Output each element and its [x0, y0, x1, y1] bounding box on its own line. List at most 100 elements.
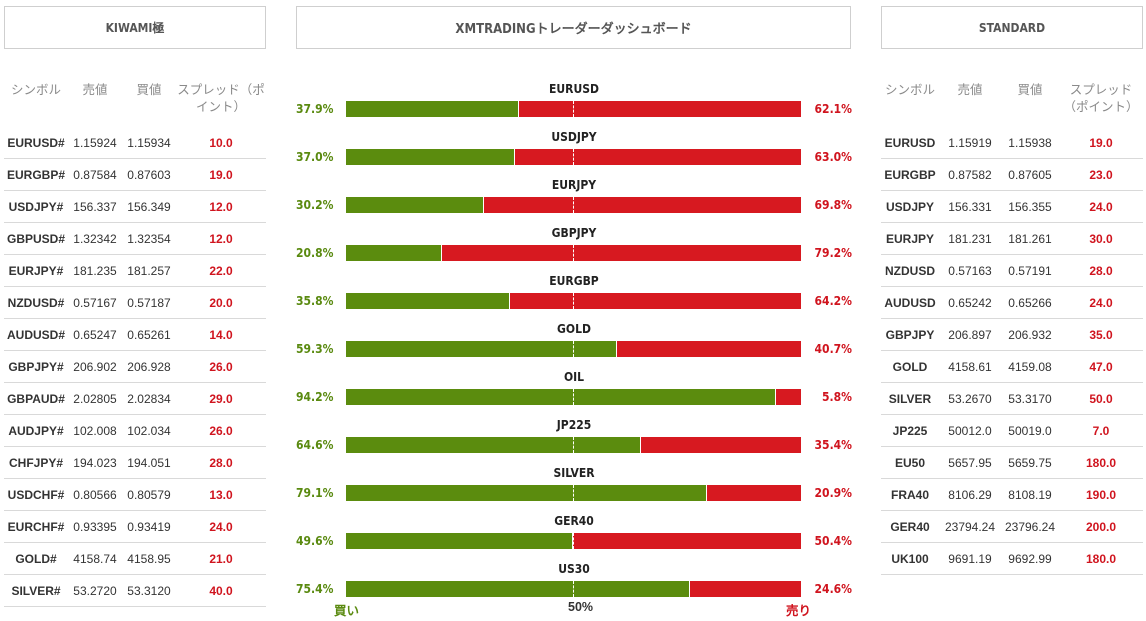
ask-cell: 23796.24 [1001, 510, 1059, 543]
standard-header: STANDARD [881, 6, 1143, 49]
sell-percent: 35.4% [814, 438, 852, 452]
spread-cell: 14.0 [176, 318, 266, 351]
table-row: CHFJPY# 194.023 194.051 28.0 [4, 446, 266, 479]
sentiment-symbol: GOLD [557, 322, 591, 336]
sentiment-symbol: US30 [558, 562, 590, 576]
spread-cell: 180.0 [1059, 542, 1143, 575]
standard-spread-table: シンボル 売値 買値 スプレッド（ポイント） EURUSD 1.15919 1.15… [881, 82, 1143, 575]
symbol-cell: SILVER# [4, 574, 68, 607]
buy-percent: 49.6% [296, 534, 334, 548]
buy-bar-fill [346, 149, 515, 165]
midpoint-line [573, 101, 574, 117]
spread-cell: 12.0 [176, 222, 266, 255]
table-row: EURGBP# 0.87584 0.87603 19.0 [4, 158, 266, 191]
symbol-cell: EURGBP [881, 158, 939, 191]
buy-percent: 35.8% [296, 294, 334, 308]
legend-midpoint-label: 50% [568, 600, 594, 614]
table-row: EURUSD 1.15919 1.15938 19.0 [881, 127, 1143, 159]
ask-cell: 194.051 [122, 446, 176, 479]
sentiment-bar [346, 293, 801, 309]
sentiment-row: EURGBP 35.8% 64.2% [296, 272, 852, 320]
column-header-symbol: シンボル [10, 83, 61, 97]
buy-bar-fill [346, 293, 510, 309]
sentiment-bar [346, 197, 801, 213]
ask-cell: 4159.08 [1001, 350, 1059, 383]
symbol-cell: GBPJPY# [4, 350, 68, 383]
symbol-cell: UK100 [881, 542, 939, 575]
spread-cell: 24.0 [1059, 286, 1143, 319]
midpoint-line [573, 533, 574, 549]
symbol-cell: GOLD [881, 350, 939, 383]
spread-cell: 40.0 [176, 574, 266, 607]
sentiment-symbol: EURUSD [549, 82, 599, 96]
ask-cell: 206.932 [1001, 318, 1059, 351]
ask-cell: 0.87603 [122, 158, 176, 191]
symbol-cell: CHFJPY# [4, 446, 68, 479]
ask-cell: 156.349 [122, 190, 176, 223]
table-row: EURJPY# 181.235 181.257 22.0 [4, 254, 266, 287]
bid-cell: 156.331 [939, 190, 1001, 223]
spread-cell: 28.0 [176, 446, 266, 479]
bid-cell: 53.2670 [939, 382, 1001, 415]
bid-cell: 0.57167 [68, 286, 122, 319]
spread-cell: 29.0 [176, 382, 266, 415]
sentiment-row: OIL 94.2% 5.8% [296, 368, 852, 416]
column-header-symbol: シンボル [884, 83, 935, 97]
ask-cell: 50019.0 [1001, 414, 1059, 447]
table-row: FRA40 8106.29 8108.19 190.0 [881, 478, 1143, 511]
sentiment-row: GOLD 59.3% 40.7% [296, 320, 852, 368]
dashboard-header: XMTRADINGトレーダーダッシュボード [296, 6, 851, 49]
table-row: GOLD# 4158.74 4158.95 21.0 [4, 542, 266, 575]
ask-cell: 2.02834 [122, 382, 176, 415]
symbol-cell: JP225 [881, 414, 939, 447]
sentiment-symbol: GER40 [554, 514, 594, 528]
ask-cell: 1.15938 [1001, 127, 1059, 159]
midpoint-line [573, 485, 574, 501]
sentiment-row: JP225 64.6% 35.4% [296, 416, 852, 464]
sell-percent: 62.1% [814, 102, 852, 116]
spread-cell: 24.0 [1059, 190, 1143, 223]
table-row: GOLD 4158.61 4159.08 47.0 [881, 350, 1143, 383]
sell-percent: 50.4% [814, 534, 852, 548]
column-header-ask: 買値 [136, 83, 162, 97]
spread-cell: 28.0 [1059, 254, 1143, 287]
spread-cell: 22.0 [176, 254, 266, 287]
buy-bar-fill [346, 341, 617, 357]
bid-cell: 1.15919 [939, 127, 1001, 159]
bid-cell: 102.008 [68, 414, 122, 447]
ask-cell: 1.15934 [122, 127, 176, 159]
midpoint-line [573, 389, 574, 405]
spread-cell: 190.0 [1059, 478, 1143, 511]
symbol-cell: EURCHF# [4, 510, 68, 543]
ask-cell: 0.57191 [1001, 254, 1059, 287]
sentiment-row: GER40 49.6% 50.4% [296, 512, 852, 560]
buy-bar-fill [346, 533, 573, 549]
sentiment-legend: 買い 50% 売り [296, 600, 852, 618]
table-row: EURUSD# 1.15924 1.15934 10.0 [4, 127, 266, 159]
table-row: USDJPY 156.331 156.355 24.0 [881, 190, 1143, 223]
sell-percent: 79.2% [814, 246, 852, 260]
bid-cell: 206.902 [68, 350, 122, 383]
bid-cell: 50012.0 [939, 414, 1001, 447]
spread-cell: 13.0 [176, 478, 266, 511]
table-row: EURGBP 0.87582 0.87605 23.0 [881, 158, 1143, 191]
buy-bar-fill [346, 245, 442, 261]
sell-percent: 24.6% [814, 582, 852, 596]
ask-cell: 5659.75 [1001, 446, 1059, 479]
sentiment-bar [346, 101, 801, 117]
sentiment-row: GBPJPY 20.8% 79.2% [296, 224, 852, 272]
sentiment-symbol: SILVER [553, 466, 595, 480]
spread-cell: 47.0 [1059, 350, 1143, 383]
buy-bar-fill [346, 485, 707, 501]
bid-cell: 0.57163 [939, 254, 1001, 287]
bid-cell: 0.87584 [68, 158, 122, 191]
column-header-ask: 買値 [1017, 83, 1043, 97]
table-row: SILVER# 53.2720 53.3120 40.0 [4, 574, 266, 607]
spread-cell: 30.0 [1059, 222, 1143, 255]
symbol-cell: NZDUSD# [4, 286, 68, 319]
column-header-bid: 売値 [82, 83, 108, 97]
sell-percent: 63.0% [814, 150, 852, 164]
sentiment-bar [346, 245, 801, 261]
buy-bar-fill [346, 197, 484, 213]
bid-cell: 2.02805 [68, 382, 122, 415]
